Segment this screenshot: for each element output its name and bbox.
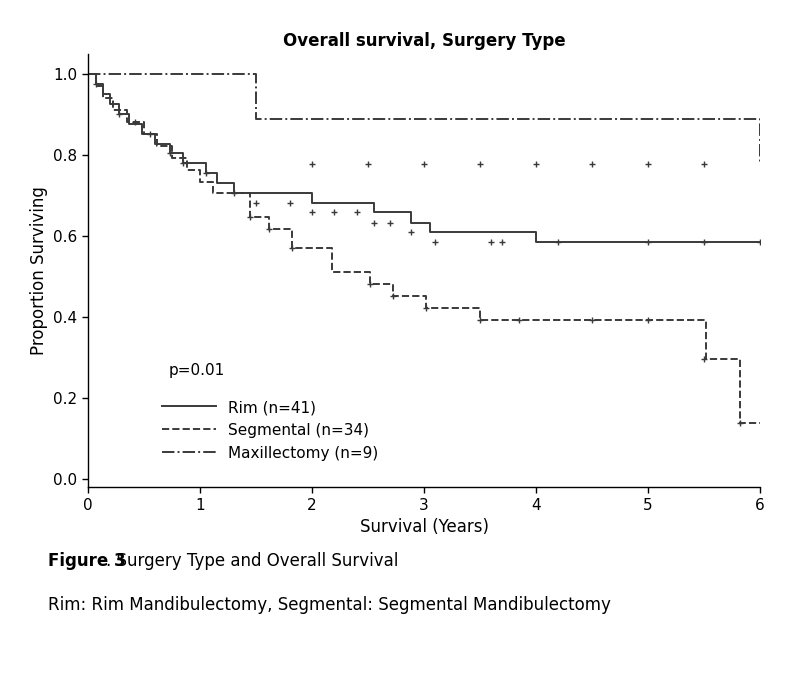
Segmental (n=34) — [755, 418, 765, 427]
Rim (n=41) — [229, 179, 238, 187]
Rim (n=41) — [212, 179, 222, 187]
Segmental (n=34) — [475, 303, 485, 311]
Segmental (n=34) — [388, 292, 398, 300]
Segmental (n=34) — [91, 82, 101, 90]
Segmental (n=34) — [265, 213, 274, 221]
Segmental (n=34) — [153, 130, 162, 138]
Segmental (n=34) — [108, 106, 118, 114]
Segmental (n=34) — [108, 94, 118, 102]
Segmental (n=34) — [475, 315, 485, 324]
Rim (n=41) — [178, 150, 188, 158]
Segmental (n=34) — [327, 268, 337, 276]
Segmental (n=34) — [287, 244, 297, 253]
Segmental (n=34) — [153, 141, 162, 150]
Rim (n=41) — [165, 150, 174, 158]
Segmental (n=34) — [702, 315, 711, 324]
Segmental (n=34) — [388, 280, 398, 288]
Segmental (n=34) — [735, 355, 745, 363]
Legend: Rim (n=41), Segmental (n=34), Maxillectomy (n=9): Rim (n=41), Segmental (n=34), Maxillecto… — [156, 394, 384, 467]
Rim (n=41) — [106, 90, 115, 98]
Line: Segmental (n=34): Segmental (n=34) — [88, 74, 760, 422]
Maxillectomy (n=9) — [755, 115, 765, 123]
Y-axis label: Proportion Surviving: Proportion Surviving — [30, 186, 48, 355]
Text: p=0.01: p=0.01 — [169, 363, 225, 378]
Segmental (n=34) — [246, 213, 255, 221]
Segmental (n=34) — [195, 165, 205, 173]
Rim (n=41) — [212, 169, 222, 177]
Rim (n=41) — [114, 100, 124, 108]
Segmental (n=34) — [122, 106, 132, 114]
Rim (n=41) — [531, 238, 541, 246]
Rim (n=41) — [531, 228, 541, 236]
Title: Overall survival, Surgery Type: Overall survival, Surgery Type — [282, 32, 566, 50]
Segmental (n=34) — [366, 280, 375, 288]
Text: Figure 3: Figure 3 — [48, 552, 126, 570]
Rim (n=41) — [114, 110, 124, 118]
Rim (n=41) — [406, 209, 415, 217]
Maxillectomy (n=9) — [83, 70, 93, 79]
Line: Maxillectomy (n=9): Maxillectomy (n=9) — [88, 74, 760, 165]
Rim (n=41) — [201, 169, 210, 177]
Rim (n=41) — [91, 70, 101, 79]
Segmental (n=34) — [83, 70, 93, 79]
Rim (n=41) — [201, 159, 210, 167]
Rim (n=41) — [425, 228, 434, 236]
Rim (n=41) — [369, 199, 378, 207]
Maxillectomy (n=9) — [755, 160, 765, 169]
Maxillectomy (n=9) — [251, 115, 261, 123]
Segmental (n=34) — [195, 177, 205, 185]
Rim (n=41) — [755, 238, 765, 246]
Maxillectomy (n=9) — [231, 70, 241, 79]
Segmental (n=34) — [98, 82, 107, 90]
Rim (n=41) — [369, 209, 378, 217]
Rim (n=41) — [98, 90, 107, 98]
Text: Rim: Rim Mandibulectomy, Segmental: Segmental Mandibulectomy: Rim: Rim Mandibulectomy, Segmental: Segm… — [48, 596, 611, 614]
Rim (n=41) — [425, 219, 434, 227]
Maxillectomy (n=9) — [251, 70, 261, 79]
Line: Rim (n=41): Rim (n=41) — [88, 74, 760, 242]
Maxillectomy (n=9) — [231, 70, 241, 79]
Segmental (n=34) — [366, 268, 375, 276]
Segmental (n=34) — [209, 190, 218, 198]
Rim (n=41) — [178, 159, 188, 167]
Rim (n=41) — [229, 189, 238, 197]
Rim (n=41) — [83, 70, 93, 79]
Segmental (n=34) — [287, 225, 297, 233]
Rim (n=41) — [406, 219, 415, 227]
Rim (n=41) — [125, 110, 134, 118]
Rim (n=41) — [125, 120, 134, 128]
Segmental (n=34) — [702, 355, 711, 363]
Segmental (n=34) — [327, 244, 337, 253]
Segmental (n=34) — [167, 154, 177, 162]
Segmental (n=34) — [98, 94, 107, 102]
Segmental (n=34) — [755, 418, 765, 427]
Rim (n=41) — [137, 129, 146, 137]
Rim (n=41) — [106, 100, 115, 108]
Segmental (n=34) — [182, 165, 191, 173]
Rim (n=41) — [91, 80, 101, 88]
Segmental (n=34) — [422, 292, 431, 300]
Rim (n=41) — [150, 139, 160, 148]
Segmental (n=34) — [122, 118, 132, 126]
Segmental (n=34) — [139, 130, 149, 138]
Segmental (n=34) — [91, 70, 101, 79]
Segmental (n=34) — [139, 118, 149, 126]
Rim (n=41) — [307, 189, 317, 197]
Segmental (n=34) — [167, 141, 177, 150]
Segmental (n=34) — [209, 177, 218, 185]
Segmental (n=34) — [182, 154, 191, 162]
Rim (n=41) — [150, 129, 160, 137]
Segmental (n=34) — [735, 418, 745, 427]
Rim (n=41) — [98, 80, 107, 88]
Segmental (n=34) — [422, 303, 431, 311]
Rim (n=41) — [307, 199, 317, 207]
Rim (n=41) — [165, 139, 174, 148]
Segmental (n=34) — [246, 190, 255, 198]
Rim (n=41) — [137, 120, 146, 128]
Segmental (n=34) — [265, 225, 274, 233]
Text: . Surgery Type and Overall Survival: . Surgery Type and Overall Survival — [106, 552, 398, 570]
X-axis label: Survival (Years): Survival (Years) — [359, 519, 489, 536]
